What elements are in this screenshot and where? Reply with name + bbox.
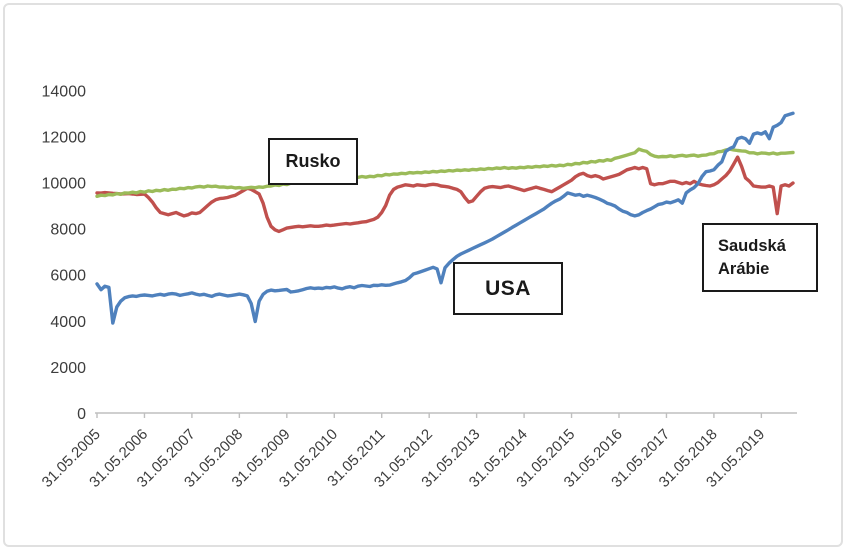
saudi-arabia-series-label-line1: Saudská xyxy=(718,236,786,255)
y-axis-tick-label: 10000 xyxy=(42,176,87,193)
rusko-series-label-text: Rusko xyxy=(285,151,341,171)
y-axis-tick-label: 4000 xyxy=(50,314,86,331)
y-axis-tick-label: 12000 xyxy=(42,129,87,146)
y-axis-tick-label: 14000 xyxy=(42,83,87,100)
saudi-arabia-series-label: Saudská Arábie xyxy=(702,223,818,292)
usa-series-label-text: USA xyxy=(485,276,531,300)
series-line-usa xyxy=(95,111,795,325)
rusko-series-label: Rusko xyxy=(268,138,358,185)
y-axis-tick-label: 6000 xyxy=(50,268,86,285)
y-axis-tick-label: 2000 xyxy=(50,360,86,377)
series-line-rusko xyxy=(95,147,795,199)
y-axis-tick-label: 8000 xyxy=(50,222,86,239)
y-axis-tick-label: 0 xyxy=(77,406,86,423)
series-line-saudsk-ar-bie xyxy=(95,155,795,234)
saudi-arabia-series-label-line2: Arábie xyxy=(718,259,770,278)
usa-series-label: USA xyxy=(453,262,563,315)
